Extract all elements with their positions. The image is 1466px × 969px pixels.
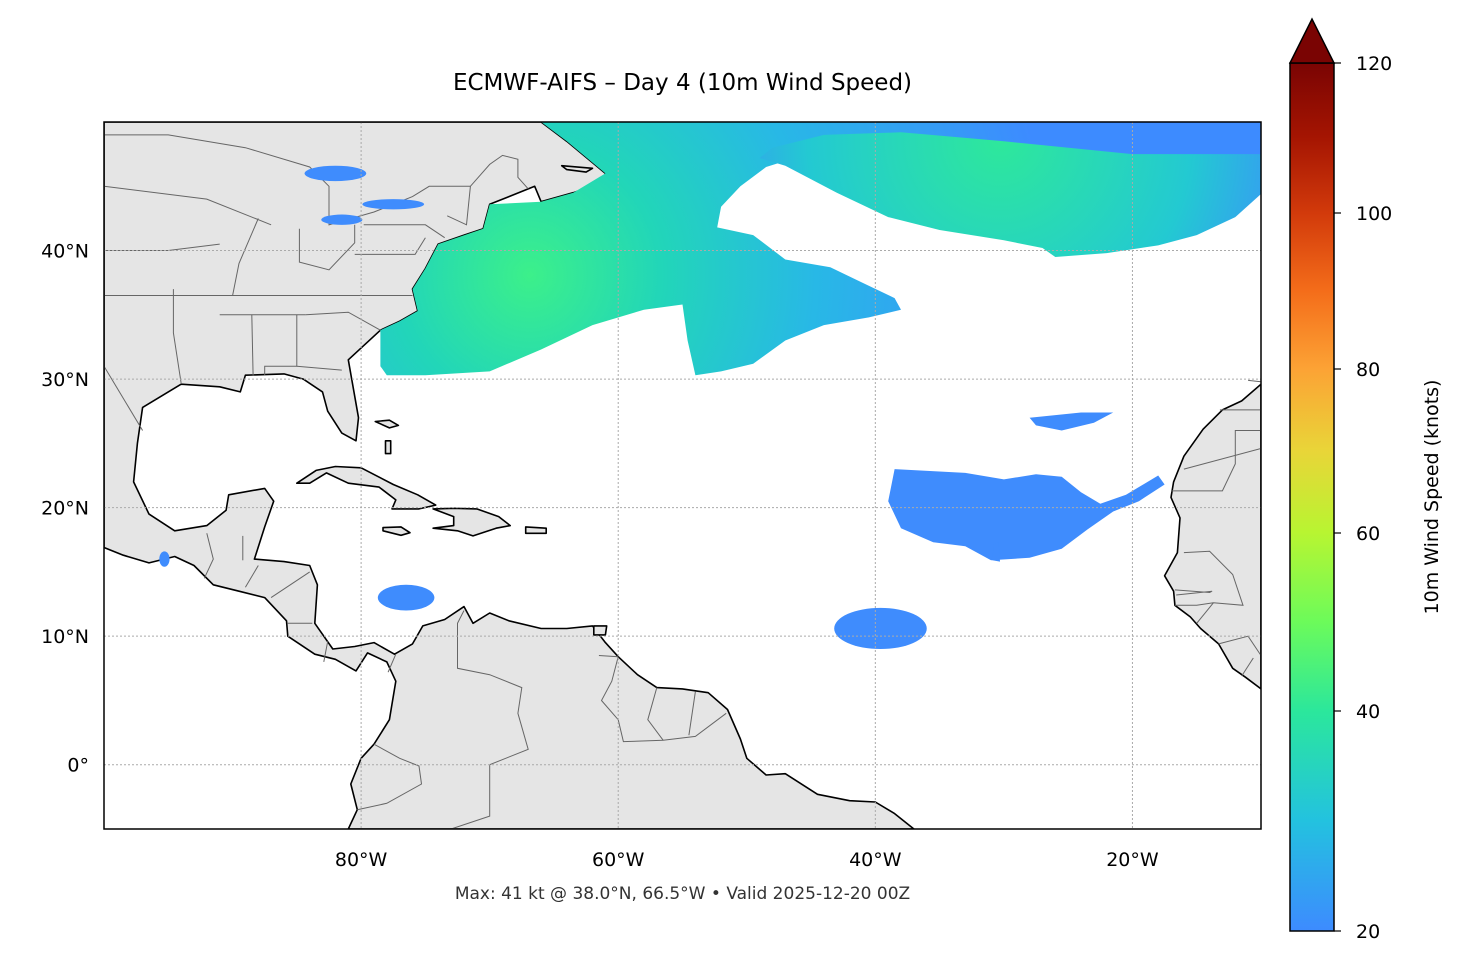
colorbar-tick-label: 40 [1356, 701, 1380, 723]
map-title: ECMWF-AIFS – Day 4 (10m Wind Speed) [452, 70, 913, 96]
border-line [1241, 657, 1254, 677]
land-americas [104, 122, 915, 829]
x-tick-label: 80°W [335, 849, 388, 871]
wind-subtropical-east [888, 469, 1165, 561]
wind-great-lakes-3 [321, 214, 363, 225]
y-tick-label: 20°N [41, 498, 89, 520]
land-africa [1163, 383, 1261, 690]
colorbar-label: 10m Wind Speed (knots) [1421, 379, 1443, 615]
wind-subtropical-north [1029, 412, 1114, 431]
land-pei [560, 164, 594, 173]
border-line [203, 533, 214, 579]
border-line [296, 365, 342, 371]
land-jamaica [382, 526, 411, 537]
border-line [251, 314, 254, 376]
border-line [446, 186, 471, 226]
y-tick-label: 10°N [41, 626, 89, 648]
border-line [104, 365, 144, 431]
border-line [1174, 550, 1244, 606]
x-tick-label: 60°W [592, 849, 645, 871]
border-line [172, 289, 182, 383]
border-line [354, 237, 426, 255]
border-line [1174, 589, 1213, 596]
border-line [323, 641, 329, 662]
border-line [104, 185, 272, 226]
x-tick-label: 20°W [1106, 849, 1159, 871]
border-line [264, 314, 298, 376]
wind-great-lakes-2 [362, 199, 425, 210]
colorbar-tick-label: 120 [1356, 53, 1392, 75]
colorbar-extend-arrow [1288, 17, 1336, 64]
land-puerto-rico [524, 526, 548, 535]
border-line [1196, 602, 1214, 624]
border-line [450, 610, 529, 829]
border-line [298, 224, 356, 271]
border-line [244, 565, 259, 588]
land-cuba [295, 465, 437, 510]
border-line [1248, 379, 1261, 383]
land-bahamas-2 [384, 439, 392, 455]
colorbar-tick-label: 60 [1356, 523, 1380, 545]
colorbar: 20 40 60 80 100 120 [1288, 17, 1392, 943]
max-annotation: Max: 41 kt @ 38.0°N, 66.5°W • Valid 2025… [454, 884, 911, 904]
y-tick-label: 40°N [41, 241, 89, 263]
border-line [598, 655, 619, 658]
land-hispaniola [432, 507, 512, 537]
border-line [357, 743, 423, 811]
border-line [104, 134, 529, 226]
land-bahamas-1 [374, 419, 400, 429]
gridlines [104, 122, 1261, 829]
wind-small-patch [992, 542, 1000, 562]
y-tick-label: 30°N [41, 369, 89, 391]
border-line [363, 224, 445, 239]
border-line [688, 691, 696, 736]
map-frame [103, 121, 1262, 830]
wind-great-lakes-1 [304, 165, 367, 182]
wind-northeast-atlantic [759, 132, 1261, 257]
colorbar-tick-label: 20 [1356, 921, 1380, 943]
colorbar-tick-label: 100 [1356, 203, 1392, 225]
border-line [305, 311, 381, 331]
border-line [232, 218, 259, 296]
colorbar-gradient [1289, 62, 1335, 932]
border-line [600, 656, 727, 743]
wind-field-layer [159, 122, 1261, 650]
colorbar-tick-label: 80 [1356, 359, 1380, 381]
wind-tropical-atlantic [834, 607, 927, 650]
y-tick-label: 0° [67, 755, 89, 777]
border-line [387, 654, 397, 673]
wind-caribbean [377, 584, 435, 611]
border-line [647, 687, 664, 741]
border-line [270, 571, 310, 599]
land-trinidad [592, 625, 608, 636]
x-tick-label: 40°W [849, 849, 902, 871]
wind-pacific-patch [159, 551, 170, 567]
border-line [1183, 448, 1261, 470]
